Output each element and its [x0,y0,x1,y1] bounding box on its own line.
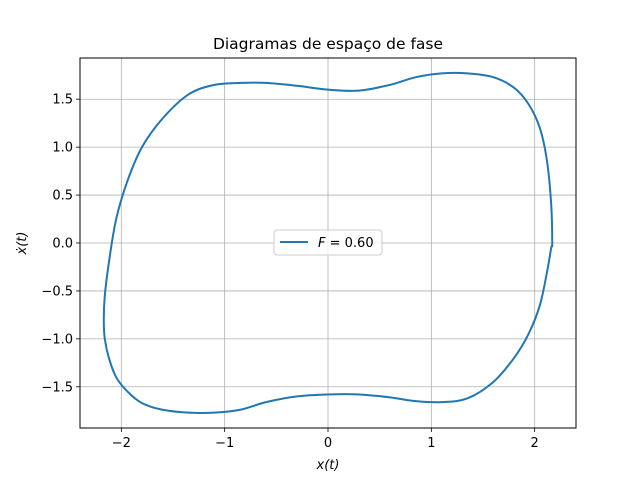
x-axis-label: x(t) [316,458,340,473]
y-tick-label: −0.5 [41,284,73,299]
legend: F = 0.60 [273,229,383,256]
legend-box [273,229,383,256]
legend-label: F = 0.60 [318,236,374,251]
x-tick-label: −1 [215,436,234,451]
x-tick-label: 2 [531,436,539,451]
ticks: −2 −1 0 1 2 −1.5 −1.0 −0.5 0.0 0.5 1.0 1.5 [41,93,538,451]
y-tick-label: 1.5 [52,93,73,108]
chart-title: Diagramas de espaço de fase [213,35,443,53]
legend-label-value: = 0.60 [325,236,373,251]
y-tick-label: 0.0 [52,237,73,252]
x-tick-label: −2 [112,436,131,451]
phase-trajectory-line [102,71,554,415]
y-axis-label: ẋ(t) [15,232,30,256]
y-tick-label: −1.0 [41,332,73,347]
x-tick-label: 1 [427,436,435,451]
y-tick-label: 1.0 [52,141,73,156]
y-tick-label: 0.5 [52,189,73,204]
x-tick-label: 0 [324,436,332,451]
y-tick-label: −1.5 [41,380,73,395]
legend-label-variable: F [318,236,326,251]
series-layer [102,71,554,415]
